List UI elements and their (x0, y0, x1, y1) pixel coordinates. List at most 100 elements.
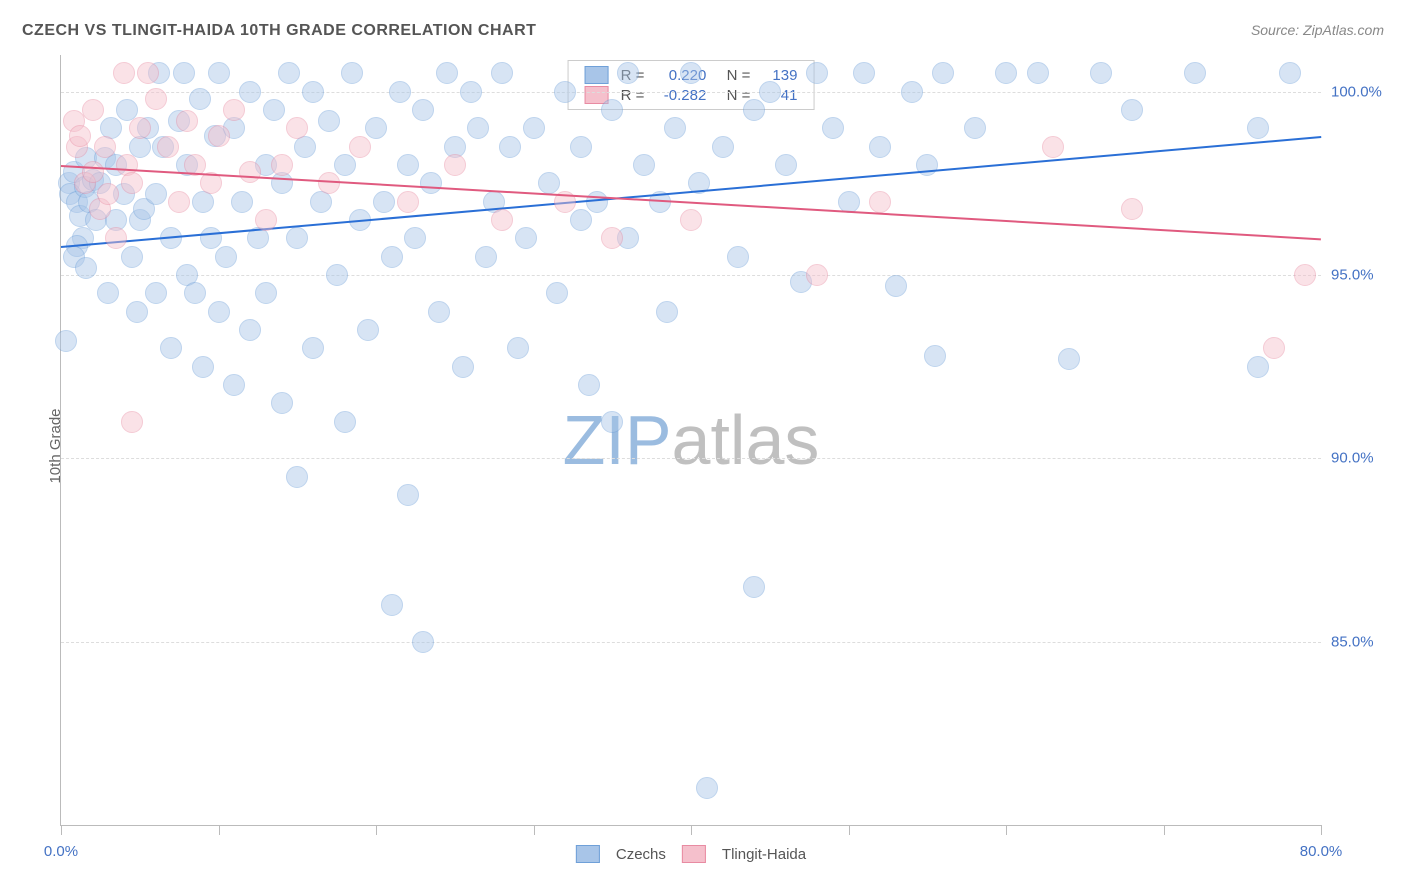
data-point (869, 136, 891, 158)
data-point (436, 62, 458, 84)
data-point (373, 191, 395, 213)
data-point (239, 81, 261, 103)
watermark: ZIPatlas (563, 400, 820, 480)
data-point (129, 117, 151, 139)
data-point (538, 172, 560, 194)
data-point (964, 117, 986, 139)
data-point (75, 257, 97, 279)
data-point (208, 62, 230, 84)
data-point (192, 356, 214, 378)
data-point (499, 136, 521, 158)
data-point (838, 191, 860, 213)
data-point (680, 62, 702, 84)
chart-title: CZECH VS TLINGIT-HAIDA 10TH GRADE CORREL… (22, 22, 536, 40)
data-point (1247, 117, 1269, 139)
data-point (633, 154, 655, 176)
data-point (208, 125, 230, 147)
data-point (121, 411, 143, 433)
data-point (381, 246, 403, 268)
data-point (82, 99, 104, 121)
data-point (869, 191, 891, 213)
data-point (1042, 136, 1064, 158)
data-point (173, 62, 195, 84)
data-point (680, 209, 702, 231)
data-point (215, 246, 237, 268)
data-point (444, 154, 466, 176)
data-point (759, 81, 781, 103)
data-point (404, 227, 426, 249)
data-point (428, 301, 450, 323)
data-point (1090, 62, 1112, 84)
data-point (397, 484, 419, 506)
data-point (302, 81, 324, 103)
data-point (507, 337, 529, 359)
data-point (271, 392, 293, 414)
data-point (554, 81, 576, 103)
data-point (601, 99, 623, 121)
data-point (381, 594, 403, 616)
x-tick-label: 0.0% (44, 843, 78, 860)
data-point (160, 337, 182, 359)
x-tick (691, 825, 692, 835)
x-tick (534, 825, 535, 835)
data-point (184, 282, 206, 304)
data-point (200, 227, 222, 249)
data-point (467, 117, 489, 139)
y-tick-label: 100.0% (1331, 83, 1401, 100)
data-point (1294, 264, 1316, 286)
data-point (1184, 62, 1206, 84)
data-point (570, 136, 592, 158)
data-point (1247, 356, 1269, 378)
data-point (55, 330, 77, 352)
data-point (664, 117, 686, 139)
data-point (349, 136, 371, 158)
x-tick (219, 825, 220, 835)
data-point (885, 275, 907, 297)
data-point (97, 282, 119, 304)
data-point (601, 227, 623, 249)
data-point (743, 576, 765, 598)
data-point (231, 191, 253, 213)
data-point (617, 62, 639, 84)
data-point (491, 62, 513, 84)
data-point (176, 110, 198, 132)
data-point (69, 125, 91, 147)
data-point (365, 117, 387, 139)
data-point (334, 411, 356, 433)
data-point (113, 62, 135, 84)
data-point (460, 81, 482, 103)
data-point (822, 117, 844, 139)
data-point (168, 191, 190, 213)
data-point (452, 356, 474, 378)
source-attribution: Source: ZipAtlas.com (1251, 22, 1384, 38)
data-point (1121, 198, 1143, 220)
data-point (126, 301, 148, 323)
data-point (1279, 62, 1301, 84)
data-point (334, 154, 356, 176)
data-point (145, 282, 167, 304)
y-tick-label: 85.0% (1331, 633, 1401, 650)
data-point (491, 209, 513, 231)
legend-swatch (682, 845, 706, 863)
data-point (255, 209, 277, 231)
data-point (806, 264, 828, 286)
data-point (853, 62, 875, 84)
data-point (546, 282, 568, 304)
legend-swatch (576, 845, 600, 863)
x-tick (1006, 825, 1007, 835)
x-tick (61, 825, 62, 835)
y-tick-label: 90.0% (1331, 450, 1401, 467)
y-tick-label: 95.0% (1331, 267, 1401, 284)
data-point (397, 191, 419, 213)
data-point (656, 301, 678, 323)
data-point (82, 161, 104, 183)
data-point (523, 117, 545, 139)
data-point (601, 411, 623, 433)
data-point (389, 81, 411, 103)
data-point (743, 99, 765, 121)
data-point (302, 337, 324, 359)
legend-label: Czechs (616, 846, 666, 863)
data-point (263, 99, 285, 121)
data-point (105, 227, 127, 249)
x-tick-label: 80.0% (1300, 843, 1343, 860)
